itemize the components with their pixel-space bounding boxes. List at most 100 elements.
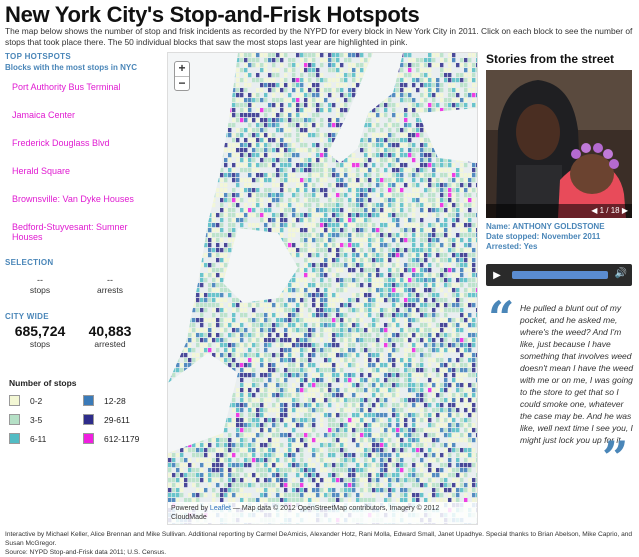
map-block[interactable] [476, 363, 478, 368]
map-block[interactable] [448, 168, 452, 173]
map-block[interactable] [408, 323, 412, 328]
map-block[interactable] [320, 328, 324, 333]
map-block[interactable] [200, 308, 204, 313]
map-block[interactable] [452, 198, 456, 203]
map-block[interactable] [264, 408, 268, 413]
map-block[interactable] [292, 78, 296, 83]
map-block[interactable] [320, 283, 324, 288]
map-block[interactable] [428, 183, 432, 188]
map-block[interactable] [296, 363, 300, 368]
map-block[interactable] [340, 168, 344, 173]
map-block[interactable] [332, 138, 336, 143]
map-block[interactable] [296, 88, 300, 93]
map-block[interactable] [300, 53, 304, 58]
map-block[interactable] [340, 383, 344, 388]
map-block[interactable] [412, 408, 416, 413]
map-block[interactable] [336, 113, 340, 118]
map-block[interactable] [376, 323, 380, 328]
map-block[interactable] [244, 163, 248, 168]
map-block[interactable] [288, 328, 292, 333]
map-block[interactable] [460, 273, 464, 278]
map-block[interactable] [308, 273, 312, 278]
map-block[interactable] [220, 228, 224, 233]
map-block[interactable] [308, 203, 312, 208]
map-block[interactable] [216, 433, 220, 438]
map-block[interactable] [428, 333, 432, 338]
map-block[interactable] [476, 93, 478, 98]
map-block[interactable] [352, 318, 356, 323]
map-block[interactable] [256, 418, 260, 423]
map-block[interactable] [468, 288, 472, 293]
map-block[interactable] [472, 103, 476, 108]
map-block[interactable] [460, 388, 464, 393]
map-block[interactable] [476, 433, 478, 438]
map-block[interactable] [316, 233, 320, 238]
map-block[interactable] [428, 363, 432, 368]
map-block[interactable] [304, 368, 308, 373]
map-block[interactable] [228, 153, 232, 158]
map-block[interactable] [476, 378, 478, 383]
map-block[interactable] [392, 363, 396, 368]
map-block[interactable] [460, 208, 464, 213]
map-block[interactable] [192, 443, 196, 448]
map-block[interactable] [388, 438, 392, 443]
map-block[interactable] [348, 338, 352, 343]
map-block[interactable] [340, 68, 344, 73]
map-block[interactable] [304, 433, 308, 438]
map-block[interactable] [428, 438, 432, 443]
map-block[interactable] [432, 213, 436, 218]
map-block[interactable] [312, 298, 316, 303]
map-block[interactable] [212, 308, 216, 313]
map-block[interactable] [396, 183, 400, 188]
map-block[interactable] [384, 243, 388, 248]
map-block[interactable] [372, 223, 376, 228]
map-block[interactable] [264, 428, 268, 433]
map-block[interactable] [336, 293, 340, 298]
map-block[interactable] [304, 268, 308, 273]
map-block[interactable] [336, 108, 340, 113]
map-block[interactable] [432, 243, 436, 248]
map-block[interactable] [308, 293, 312, 298]
map-block[interactable] [332, 258, 336, 263]
map-block[interactable] [472, 328, 476, 333]
map-block[interactable] [404, 193, 408, 198]
map-block[interactable] [448, 258, 452, 263]
map-block[interactable] [364, 303, 368, 308]
map-block[interactable] [272, 368, 276, 373]
map-block[interactable] [400, 78, 404, 83]
map-block[interactable] [476, 398, 478, 403]
map-block[interactable] [248, 73, 252, 78]
map-block[interactable] [352, 348, 356, 353]
map-block[interactable] [336, 213, 340, 218]
map-block[interactable] [276, 98, 280, 103]
map-block[interactable] [292, 298, 296, 303]
map-block[interactable] [416, 123, 420, 128]
map-block[interactable] [320, 313, 324, 318]
map-block[interactable] [460, 63, 464, 68]
map-block[interactable] [400, 168, 404, 173]
map-block[interactable] [348, 88, 352, 93]
map-block[interactable] [320, 163, 324, 168]
map-block[interactable] [292, 308, 296, 313]
map-block[interactable] [216, 213, 220, 218]
map-block[interactable] [336, 198, 340, 203]
map-block[interactable] [468, 418, 472, 423]
map-block[interactable] [428, 138, 432, 143]
map-block[interactable] [288, 188, 292, 193]
map-block[interactable] [236, 388, 240, 393]
map-block[interactable] [280, 333, 284, 338]
map-block[interactable] [256, 143, 260, 148]
map-block[interactable] [412, 198, 416, 203]
map-block[interactable] [352, 363, 356, 368]
map-block[interactable] [268, 313, 272, 318]
map-block[interactable] [428, 353, 432, 358]
map-block[interactable] [212, 353, 216, 358]
map-block[interactable] [376, 383, 380, 388]
map-block[interactable] [316, 383, 320, 388]
map-block[interactable] [268, 173, 272, 178]
map-block[interactable] [472, 258, 476, 263]
map-block[interactable] [320, 303, 324, 308]
map-block[interactable] [332, 123, 336, 128]
map-block[interactable] [228, 218, 232, 223]
map-block[interactable] [288, 238, 292, 243]
